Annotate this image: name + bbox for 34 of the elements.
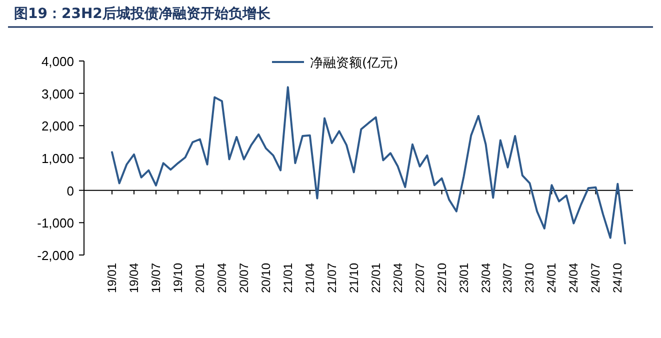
x-tick-label: 19/04 [126,262,141,294]
x-tick-label: 20/07 [236,262,251,294]
y-tick-label: 1,000 [41,151,74,166]
x-tick-label: 24/10 [610,262,625,294]
y-tick-label: 3,000 [41,86,74,102]
x-tick-label: 23/01 [456,262,471,294]
x-tick-label: 22/04 [390,262,405,294]
x-tick-label: 24/07 [588,262,603,294]
y-tick-label: 0 [66,183,74,198]
x-tick-label: 20/04 [214,262,229,294]
y-tick-label: 2,000 [41,118,74,134]
x-tick-label: 24/01 [544,262,559,294]
line-series [111,86,626,244]
x-tick-label: 22/07 [412,262,427,294]
x-tick-label: 23/07 [500,262,515,294]
x-tick-label: 21/01 [280,262,295,294]
chart-title: 图19：23H2后城投债净融资开始负增长 [14,5,272,22]
x-tick-label: 21/10 [346,262,361,294]
x-tick-label: 22/10 [434,262,449,294]
x-tick-label: 20/01 [192,262,207,294]
y-tick-label: -2,000 [37,248,74,263]
x-tick-label: 21/07 [324,262,339,294]
x-tick-label: 21/04 [302,262,317,294]
x-tick-label: 23/10 [522,262,537,294]
legend-label: 净融资额(亿元) [310,56,398,71]
x-tick-label: 22/01 [368,262,383,294]
x-tick-label: 24/04 [566,262,581,294]
x-tick-label: 19/07 [148,262,163,294]
x-tick-label: 23/04 [478,262,493,294]
x-tick-label: 20/10 [258,262,273,294]
x-tick-label: 19/10 [170,262,185,294]
x-tick-label: 19/01 [105,262,119,294]
y-tick-label: -1,000 [37,216,74,231]
y-tick-label: 4,000 [41,54,74,69]
